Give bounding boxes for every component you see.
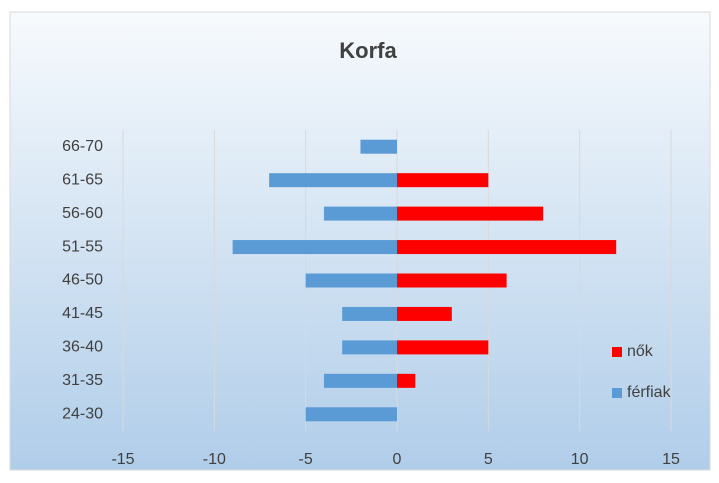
x-tick-label: -5: [299, 451, 313, 468]
x-tick-label: 0: [393, 451, 402, 468]
y-tick-label: 51-55: [62, 238, 103, 255]
x-tick-label: -10: [203, 451, 226, 468]
y-tick-label: 66-70: [62, 138, 103, 155]
bar: [397, 306, 452, 321]
x-tick-label: -15: [111, 451, 134, 468]
bar: [360, 139, 397, 154]
bar: [323, 206, 397, 221]
legend-label: nők: [627, 343, 654, 360]
bar: [305, 273, 397, 288]
bar: [397, 173, 489, 188]
bar: [397, 206, 544, 221]
y-tick-label: 61-65: [62, 171, 103, 188]
chart-title: Korfa: [339, 38, 397, 63]
bar: [323, 373, 397, 388]
bar: [397, 273, 507, 288]
legend-swatch: [612, 388, 622, 398]
y-tick-label: 46-50: [62, 272, 103, 289]
y-tick-label: 36-40: [62, 339, 103, 356]
y-tick-label: 24-30: [62, 405, 103, 422]
bar: [342, 306, 397, 321]
bar: [232, 240, 397, 255]
y-tick-label: 31-35: [62, 372, 103, 389]
legend-label: férfiak: [627, 384, 672, 401]
x-tick-label: 5: [484, 451, 493, 468]
bar: [397, 240, 617, 255]
x-tick-label: 15: [662, 451, 680, 468]
legend-swatch: [612, 347, 622, 357]
bar: [269, 173, 397, 188]
y-tick-label: 56-60: [62, 205, 103, 222]
y-tick-label: 41-45: [62, 305, 103, 322]
bar: [397, 373, 416, 388]
bar: [397, 340, 489, 355]
bar: [305, 407, 397, 422]
x-tick-label: 10: [571, 451, 589, 468]
bar: [342, 340, 397, 355]
